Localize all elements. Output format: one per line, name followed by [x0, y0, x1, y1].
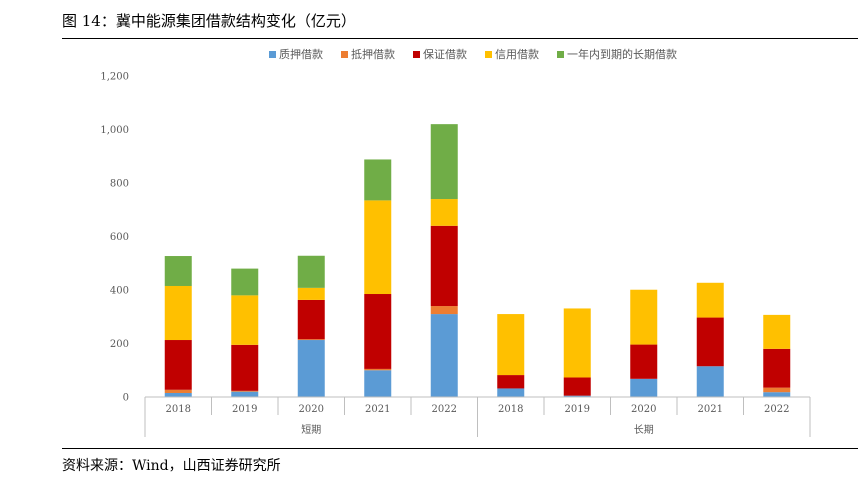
x-tick-label: 2020	[299, 404, 324, 415]
bars	[164, 124, 791, 397]
legend-label: 保证借款	[423, 47, 467, 61]
y-tick-label: 600	[110, 232, 129, 243]
bar-segment	[563, 377, 591, 396]
bar-segment	[763, 387, 791, 393]
bar-segment	[364, 370, 392, 397]
source-note: 资料来源：Wind，山西证券研究所	[62, 458, 281, 474]
y-tick-label: 400	[110, 286, 129, 297]
bar-segment	[430, 306, 458, 315]
legend-swatch	[413, 51, 420, 58]
bar-segment	[297, 299, 325, 340]
bar-segment	[231, 391, 259, 397]
legend-label: 信用借款	[495, 47, 539, 61]
bar-segment	[696, 282, 724, 318]
bar-segment	[297, 255, 325, 288]
bar-segment	[430, 225, 458, 307]
legend-swatch	[341, 51, 348, 58]
legend-label: 质押借款	[279, 47, 323, 61]
bar-segment	[696, 366, 724, 397]
bar-segment	[630, 378, 658, 397]
x-tick-label: 2022	[764, 404, 789, 415]
bar-segment	[563, 308, 591, 378]
x-tick-label: 2022	[432, 404, 457, 415]
bar-segment	[364, 368, 392, 371]
y-tick-label: 200	[110, 339, 129, 350]
bar-segment	[630, 289, 658, 345]
bar-segment	[364, 200, 392, 295]
bar-segment	[164, 285, 192, 341]
y-tick-label: 1,200	[100, 72, 129, 83]
bar-segment	[164, 340, 192, 390]
bar-segment	[430, 199, 458, 226]
bar-segment	[497, 388, 525, 397]
bar-segment	[364, 159, 392, 201]
source-rule	[62, 448, 858, 449]
bar-segment	[231, 344, 259, 391]
group-label: 短期	[301, 423, 321, 436]
y-tick-label: 1,000	[100, 125, 129, 136]
bar-segment	[763, 348, 791, 388]
bar-segment	[696, 317, 724, 367]
x-tick-label: 2019	[565, 404, 590, 415]
bar-segment	[164, 256, 192, 286]
bar-segment	[297, 339, 325, 341]
bar-segment	[563, 395, 591, 397]
title-rule	[62, 38, 858, 39]
y-tick-label: 0	[123, 393, 129, 404]
y-axis: 0 200 400 600 800 1,000 1,200	[100, 72, 129, 404]
y-tick-label: 800	[110, 179, 129, 190]
legend-label: 抵押借款	[351, 47, 395, 61]
bar-segment	[497, 314, 525, 376]
bar-segment	[430, 124, 458, 200]
bar-segment	[297, 287, 325, 300]
bar-segment	[763, 392, 791, 397]
x-tick-label: 2021	[698, 404, 723, 415]
legend-swatch	[485, 51, 492, 58]
bar-segment	[430, 314, 458, 397]
bar-segment	[231, 295, 259, 345]
x-axis: 2018 2019 2020 2021 2022 2018 2019 2020 2021 2022…	[144, 396, 811, 437]
bar-segment	[164, 389, 192, 393]
bar-segment	[297, 340, 325, 397]
group-label: 长期	[634, 424, 654, 436]
bar-segment	[630, 344, 658, 379]
bar-segment	[497, 375, 525, 389]
bar-segment	[364, 294, 392, 369]
x-tick-label: 2021	[365, 404, 390, 415]
bar-segment	[164, 392, 192, 397]
x-tick-label: 2019	[232, 404, 257, 415]
x-tick-label: 2018	[166, 404, 191, 415]
bar-segment	[763, 314, 791, 349]
x-tick-label: 2018	[498, 404, 523, 415]
bar-segment	[231, 268, 259, 296]
figure-title: 图 14：冀中能源集团借款结构变化（亿元）	[62, 12, 356, 30]
legend-swatch	[269, 51, 276, 58]
legend: 质押借款 抵押借款 保证借款 信用借款 一年内到期的长期借款	[269, 47, 677, 61]
x-tick-label: 2020	[631, 404, 656, 415]
legend-label: 一年内到期的长期借款	[567, 47, 677, 61]
legend-swatch	[557, 51, 564, 58]
bar-segment	[231, 390, 259, 392]
